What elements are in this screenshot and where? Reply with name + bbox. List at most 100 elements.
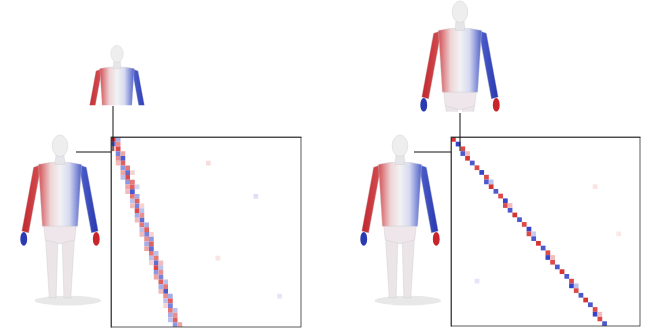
arm xyxy=(132,69,148,106)
head xyxy=(111,45,123,62)
cell xyxy=(130,170,135,175)
cell xyxy=(135,213,140,218)
hand xyxy=(20,232,27,246)
cell xyxy=(154,261,159,266)
cell xyxy=(121,151,126,156)
cell xyxy=(475,279,480,284)
cell xyxy=(159,284,164,289)
cell xyxy=(154,256,159,261)
cell xyxy=(531,232,536,237)
cell xyxy=(125,170,130,175)
cell xyxy=(163,289,168,294)
cell xyxy=(149,256,154,261)
leader-line xyxy=(76,152,111,153)
torso xyxy=(438,28,481,92)
cell xyxy=(527,232,532,237)
cell xyxy=(494,189,499,194)
cell xyxy=(593,312,598,317)
body xyxy=(360,135,439,298)
arm xyxy=(22,164,42,233)
cell xyxy=(121,166,126,171)
leg xyxy=(385,234,398,298)
leader-line xyxy=(414,152,451,153)
cell xyxy=(550,255,555,260)
cell xyxy=(135,208,140,213)
cell xyxy=(130,199,135,204)
torso xyxy=(100,67,134,106)
cell xyxy=(546,255,551,260)
cell xyxy=(144,227,149,232)
cell xyxy=(569,283,574,288)
cell xyxy=(465,156,470,161)
arm xyxy=(419,164,439,233)
cell xyxy=(588,302,593,307)
cell xyxy=(277,294,282,299)
cell xyxy=(144,237,149,242)
cell xyxy=(144,242,149,247)
cell xyxy=(569,279,574,284)
cell xyxy=(254,194,259,199)
cell xyxy=(503,198,508,203)
cell xyxy=(159,261,164,266)
head xyxy=(392,135,408,157)
cell xyxy=(140,213,145,218)
hand xyxy=(433,232,440,246)
arm xyxy=(479,30,499,99)
hand xyxy=(493,98,500,112)
arm xyxy=(362,164,382,233)
cell xyxy=(541,246,546,251)
cell xyxy=(508,208,513,213)
cell xyxy=(484,180,489,185)
matrix xyxy=(451,137,640,326)
arm xyxy=(422,30,442,99)
cell xyxy=(154,251,159,256)
cell xyxy=(173,308,178,313)
cell xyxy=(130,204,135,209)
cell xyxy=(149,246,154,251)
plot-background xyxy=(111,137,301,327)
cell xyxy=(555,265,560,270)
cell xyxy=(546,250,551,255)
cell xyxy=(593,307,598,312)
cell xyxy=(144,232,149,237)
cell xyxy=(116,142,121,147)
cell xyxy=(597,312,602,317)
cell xyxy=(579,293,584,298)
cell xyxy=(159,270,164,275)
cell xyxy=(149,261,154,266)
cell xyxy=(149,232,154,237)
cell xyxy=(583,298,588,303)
cell xyxy=(489,180,494,185)
cell xyxy=(216,256,221,261)
cell xyxy=(536,241,541,246)
cell xyxy=(159,289,164,294)
cell xyxy=(475,165,480,170)
cell xyxy=(479,170,484,175)
cell xyxy=(489,184,494,189)
leg xyxy=(402,234,415,298)
cell xyxy=(135,204,140,209)
body xyxy=(20,135,99,298)
cell xyxy=(130,194,135,199)
cell xyxy=(574,283,579,288)
cell xyxy=(121,170,126,175)
cell xyxy=(163,299,168,304)
plot-background xyxy=(451,137,640,326)
hand xyxy=(420,98,427,112)
cell xyxy=(522,222,527,227)
cell xyxy=(140,223,145,228)
matrix xyxy=(111,137,301,327)
cell xyxy=(121,175,126,180)
cell xyxy=(135,199,140,204)
cell xyxy=(149,242,154,247)
head xyxy=(52,135,68,157)
cell xyxy=(125,185,130,190)
cell xyxy=(517,217,522,222)
cell xyxy=(206,161,211,166)
cell xyxy=(531,236,536,241)
cell xyxy=(135,185,140,190)
cell xyxy=(116,161,121,166)
cell xyxy=(508,203,513,208)
cell xyxy=(154,265,159,270)
head xyxy=(452,1,468,23)
